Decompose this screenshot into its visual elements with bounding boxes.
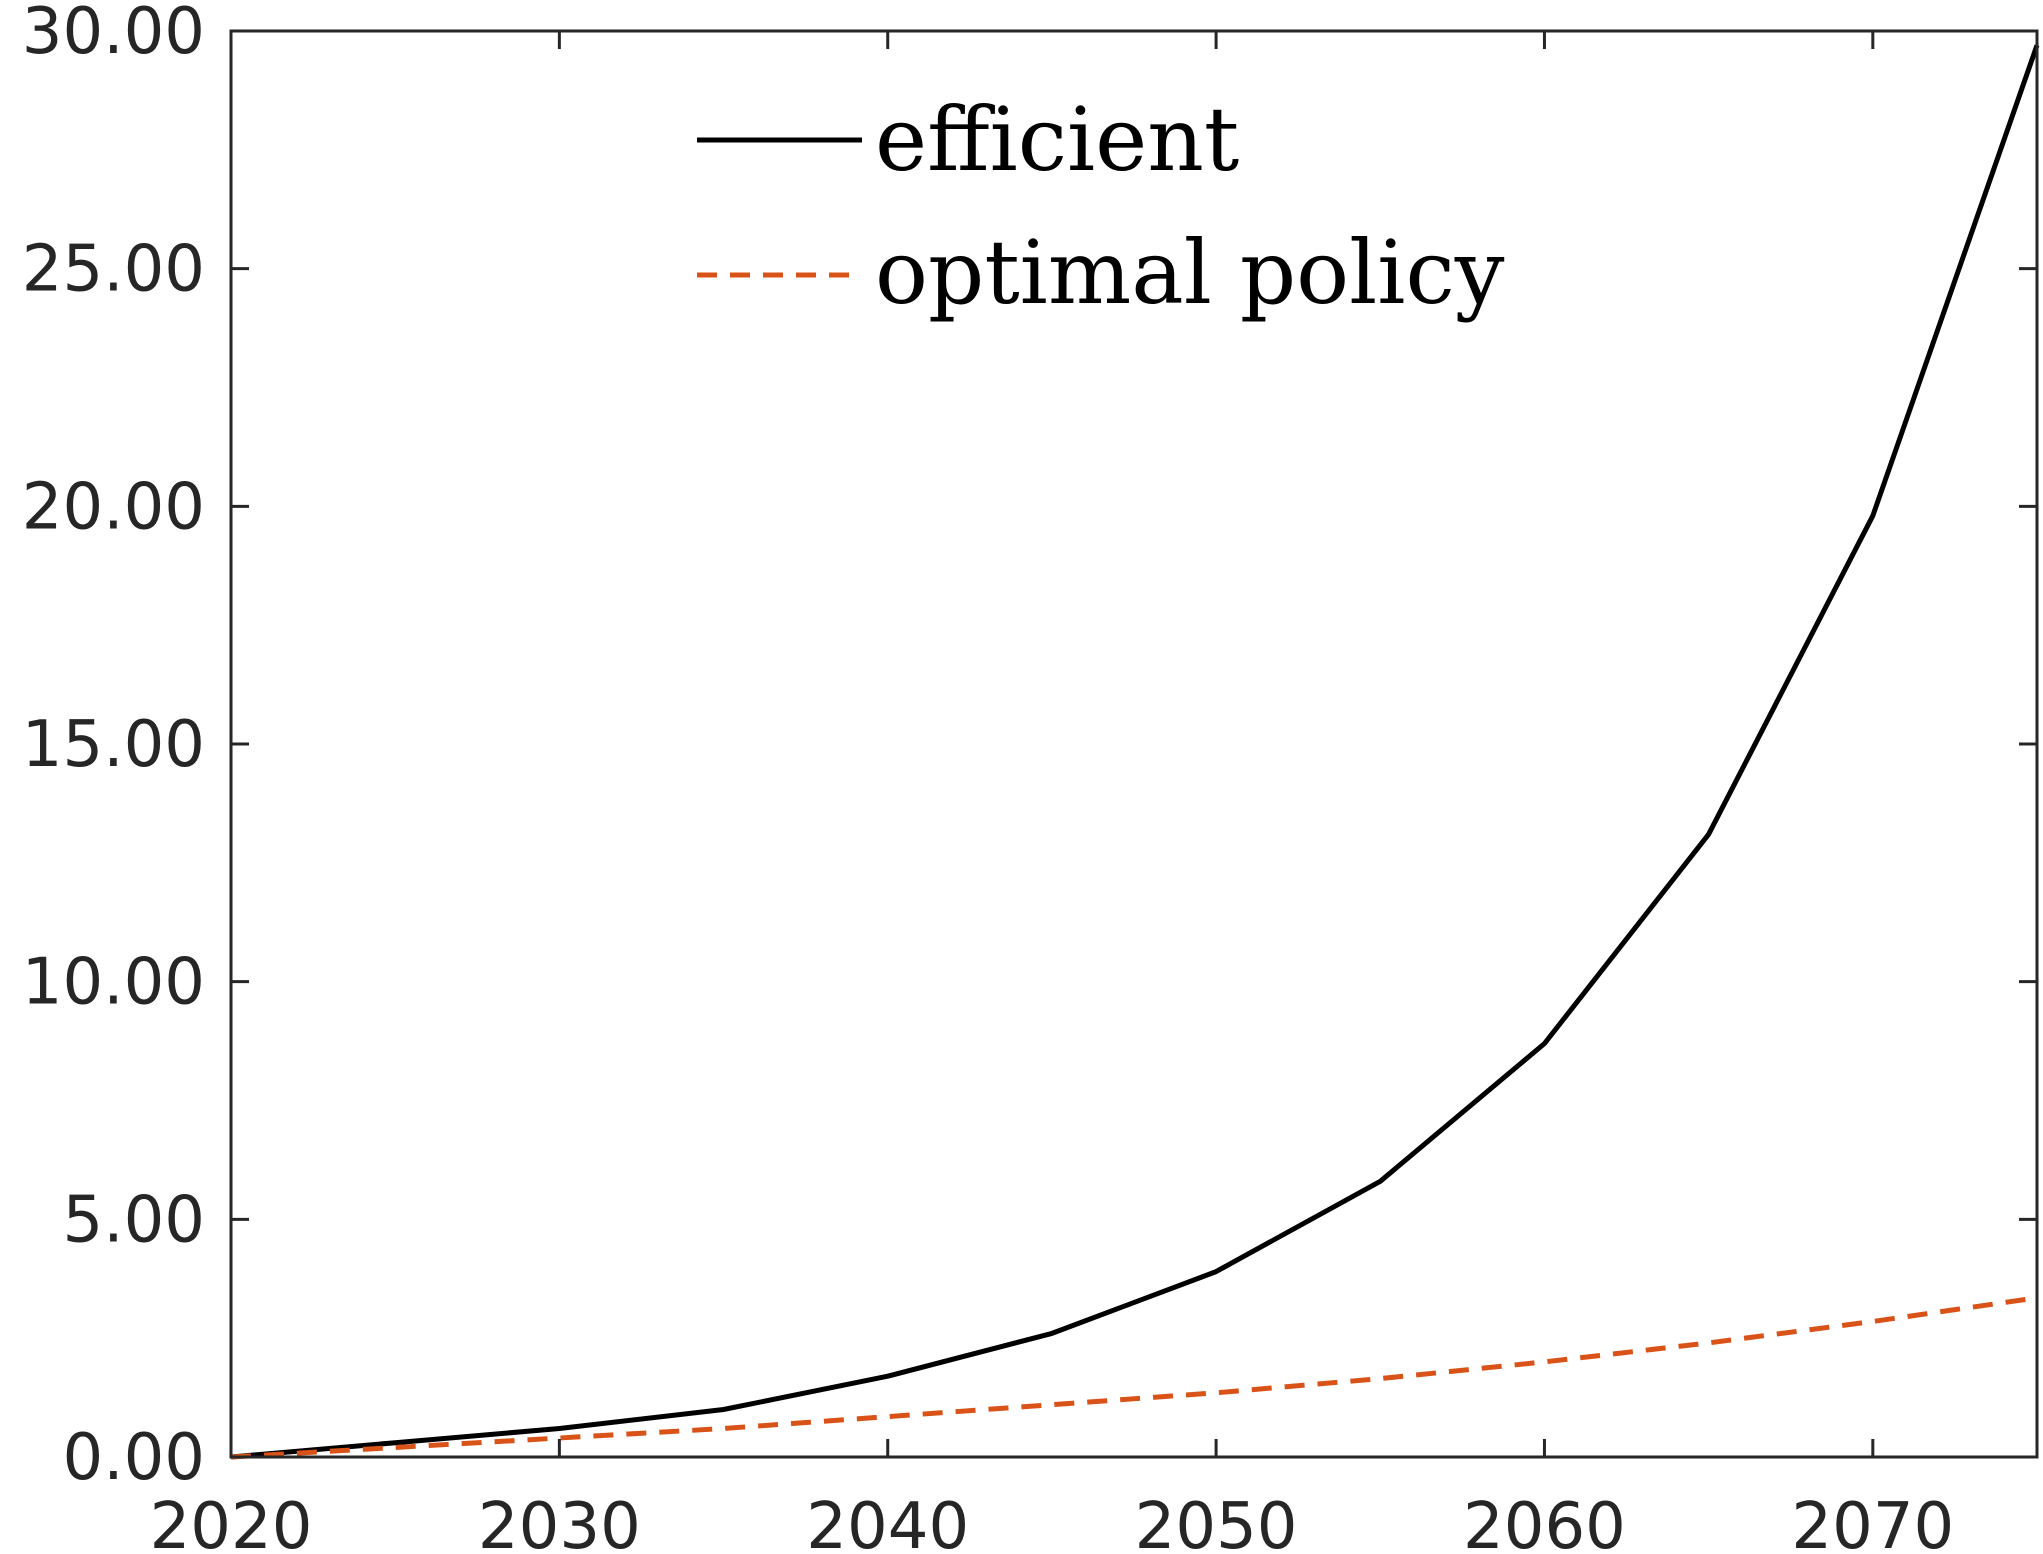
legend-label-optimal-policy: optimal policy	[875, 221, 1505, 324]
x-tick-label: 2030	[478, 1490, 641, 1554]
plot-frame	[229, 29, 2039, 1459]
x-tick-label: 2020	[150, 1490, 313, 1554]
x-tick-label: 2060	[1463, 1490, 1626, 1554]
series-line-optimal-policy	[230, 1295, 2038, 1460]
x-tick-label: 2040	[806, 1490, 969, 1554]
legend-label-efficient: efficient	[875, 88, 1239, 191]
x-tick-labels: 2020 2030 2040 2050 2060 2070	[150, 1490, 1955, 1554]
y-tick-label: 10.00	[22, 946, 205, 1020]
y-tick-label: 15.00	[22, 708, 205, 782]
plot-background	[231, 31, 2037, 1457]
series-layer	[230, 44, 2040, 1460]
y-tick-label: 5.00	[63, 1183, 206, 1257]
y-tick-labels: 0.00 5.00 10.00 15.00 20.00 25.00 30.00	[22, 0, 205, 1495]
y-tick-label: 25.00	[22, 233, 205, 307]
x-tick-label: 2050	[1135, 1490, 1298, 1554]
y-tick-label: 30.00	[22, 0, 205, 69]
x-tick-label: 2070	[1791, 1490, 1954, 1554]
legend: efficient optimal policy	[697, 88, 1505, 324]
y-tick-label: 0.00	[63, 1421, 206, 1495]
series-line-efficient	[230, 44, 2040, 1460]
y-tick-label: 20.00	[22, 470, 205, 544]
